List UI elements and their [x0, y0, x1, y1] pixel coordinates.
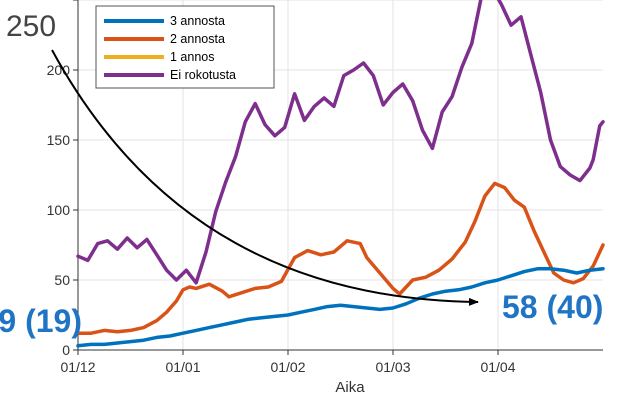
x-tick-label: 01/02 [270, 359, 305, 375]
y-tick-labels: 0 50 100 150 200 [47, 62, 71, 358]
y-tick-label: 100 [47, 202, 71, 218]
x-tick-labels: 01/12 01/01 01/02 01/03 01/04 [60, 359, 515, 375]
axes [73, 0, 603, 355]
top-value-backdrop [0, 2, 76, 42]
y-tick-label: 0 [62, 342, 70, 358]
x-tick-label: 01/12 [60, 359, 95, 375]
legend-label-1-annos: 1 annos [170, 50, 214, 64]
series-line-2-annosta [76, 181, 605, 335]
legend-label-ei-rokotusta: Ei rokotusta [170, 68, 236, 82]
top-value-annotation: 250 [6, 10, 56, 43]
y-tick-label: 150 [47, 132, 71, 148]
legend: 3 annosta 2 annosta 1 annos Ei rokotusta [95, 5, 275, 89]
series-line-ei-rokotusta [76, 0, 605, 285]
series-lines [76, 0, 605, 348]
x-axis-title: Aika [335, 379, 365, 396]
legend-label-2-annosta: 2 annosta [170, 32, 225, 46]
left-value-annotation: 9 (19) [0, 303, 82, 339]
x-tick-label: 01/04 [480, 359, 515, 375]
y-tick-label: 200 [47, 62, 71, 78]
x-tick-label: 01/01 [165, 359, 200, 375]
right-value-annotation: 58 (40) [502, 289, 603, 325]
y-tick-label: 50 [54, 272, 70, 288]
x-tick-label: 01/03 [375, 359, 410, 375]
series-line-3-annosta [76, 267, 605, 348]
legend-label-3-annosta: 3 annosta [170, 14, 225, 28]
curved-arrow [51, 49, 479, 306]
